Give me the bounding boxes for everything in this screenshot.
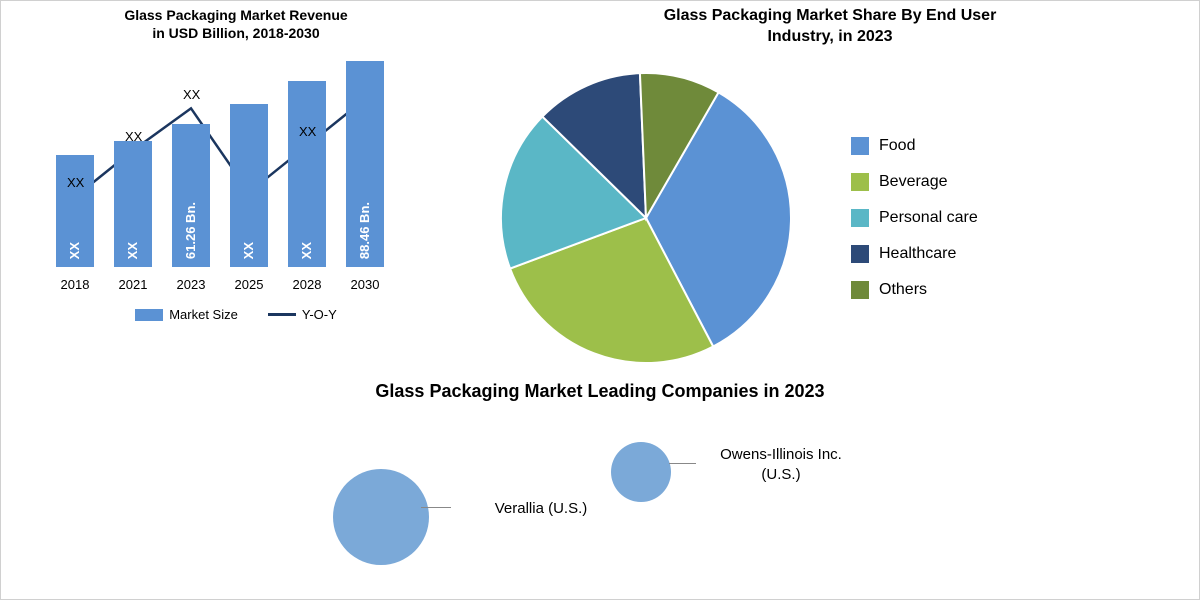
bar: XX [114, 141, 152, 267]
pie-legend-label: Healthcare [879, 245, 956, 263]
bar: 61.26 Bn. [172, 124, 210, 267]
pie-svg [481, 68, 811, 368]
bar-category-label: 2021 [105, 277, 161, 292]
bubbles-title: Glass Packaging Market Leading Companies… [1, 381, 1199, 402]
bar-value-label: XX [125, 242, 140, 259]
bar-swatch [135, 309, 163, 321]
bubble-leader-line [669, 463, 696, 464]
bubble-plot-area: Verallia (U.S.) Owens-Illinois Inc.(U.S.) [1, 427, 1199, 577]
pie-legend-swatch [851, 173, 869, 191]
pie-legend-swatch [851, 245, 869, 263]
bar: XX [288, 81, 326, 268]
bar-value-label: XX [241, 242, 256, 259]
pie-plot-area [481, 68, 811, 368]
line-swatch [268, 313, 296, 316]
bar-chart-legend: Market Size Y-O-Y [21, 307, 451, 322]
yoy-point-label: XX [183, 87, 200, 102]
pie-legend-item: Healthcare [851, 245, 978, 263]
pie-legend-label: Personal care [879, 209, 978, 227]
pie-legend: Food Beverage Personal care Healthcare Other… [851, 137, 978, 299]
pie-legend-label: Food [879, 137, 915, 155]
pie-legend-swatch [851, 137, 869, 155]
bar-plot-area: XX 2018 XX 2021 61.26 Bn. 2023 XX 2025 XX 2028 88.… [41, 57, 441, 297]
pie-legend-item: Others [851, 281, 978, 299]
bar: XX [230, 104, 268, 267]
legend-market-size: Market Size [135, 307, 238, 322]
bar-value-label: XX [299, 242, 314, 259]
pie-legend-swatch [851, 281, 869, 299]
market-share-pie-chart: Glass Packaging Market Share By End User… [451, 6, 1179, 371]
yoy-point-label: XX [67, 175, 84, 190]
leading-companies-chart: Glass Packaging Market Leading Companies… [1, 371, 1199, 577]
bar-category-label: 2028 [279, 277, 335, 292]
legend-yoy: Y-O-Y [268, 307, 337, 322]
bar-value-label: 88.46 Bn. [357, 202, 372, 259]
pie-legend-swatch [851, 209, 869, 227]
pie-legend-label: Beverage [879, 173, 948, 191]
pie-legend-item: Food [851, 137, 978, 155]
bar-category-label: 2023 [163, 277, 219, 292]
bar: XX [56, 155, 94, 267]
bar-category-label: 2030 [337, 277, 393, 292]
company-bubble [333, 469, 429, 565]
bar-category-label: 2018 [47, 277, 103, 292]
bar-value-label: XX [67, 242, 82, 259]
pie-legend-item: Beverage [851, 173, 978, 191]
legend-bar-label: Market Size [169, 307, 238, 322]
bar-category-label: 2025 [221, 277, 277, 292]
bubble-leader-line [421, 507, 451, 508]
bar-chart-title: Glass Packaging Market Revenue in USD Bi… [21, 6, 451, 42]
company-label: Owens-Illinois Inc.(U.S.) [696, 445, 866, 484]
yoy-point-label: XX [125, 129, 142, 144]
revenue-bar-chart: Glass Packaging Market Revenue in USD Bi… [21, 6, 451, 371]
bar: 88.46 Bn. [346, 61, 384, 267]
pie-legend-item: Personal care [851, 209, 978, 227]
company-label: Verallia (U.S.) [456, 499, 626, 519]
yoy-point-label: XX [299, 124, 316, 139]
pie-chart-title: Glass Packaging Market Share By End User… [481, 6, 1179, 48]
bar-value-label: 61.26 Bn. [183, 202, 198, 259]
pie-legend-label: Others [879, 281, 927, 299]
legend-line-label: Y-O-Y [302, 307, 337, 322]
company-bubble [611, 442, 671, 502]
